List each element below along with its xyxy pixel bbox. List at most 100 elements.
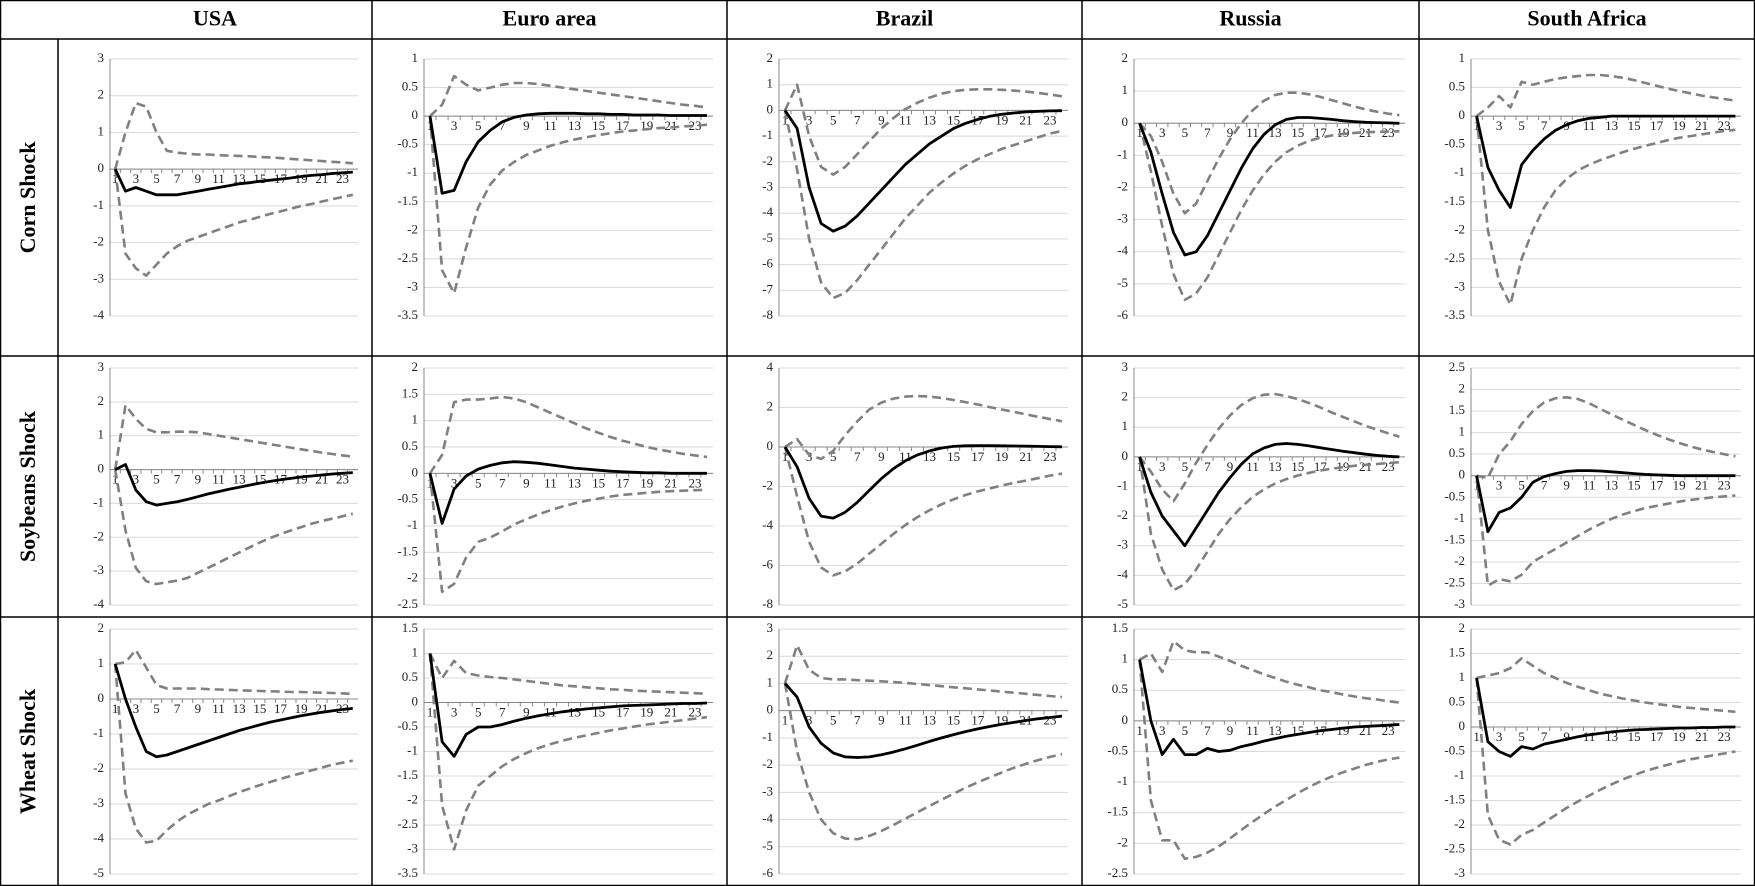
x-tick-label: 5	[153, 171, 160, 186]
x-tick-label: 19	[295, 701, 308, 716]
y-tick-label: -0.5	[397, 136, 418, 151]
y-tick-label: -4	[762, 811, 773, 826]
band-line	[783, 644, 1063, 699]
x-tick-label: 5	[153, 472, 160, 487]
band-line	[1476, 657, 1736, 714]
y-tick-label: 0	[412, 107, 419, 122]
x-tick-label: 7	[1541, 478, 1548, 493]
x-tick-label: 7	[854, 449, 861, 464]
x-tick-label: 5	[1518, 729, 1525, 744]
band-line	[113, 101, 353, 170]
y-tick-label: 1.5	[1449, 644, 1465, 659]
x-tick-label: 21	[1019, 449, 1032, 464]
y-tick-label: 1	[1122, 651, 1129, 666]
y-tick-label: -1.5	[1107, 804, 1128, 819]
band-line	[113, 403, 353, 470]
y-tick-label: -1	[762, 127, 773, 142]
x-tick-label: 19	[640, 475, 653, 490]
x-tick-label: 11	[1246, 125, 1259, 140]
row-header: Soybeans Shock	[15, 410, 40, 562]
band-line	[783, 110, 1063, 300]
x-tick-label: 9	[195, 701, 202, 716]
y-tick-label: -2	[1117, 178, 1128, 193]
band-line	[428, 395, 708, 475]
y-tick-label: 1.5	[402, 385, 418, 400]
x-tick-label: 21	[1695, 478, 1708, 493]
band-line	[783, 446, 1063, 577]
x-tick-label: 19	[1673, 478, 1686, 493]
band-line	[1138, 392, 1400, 503]
y-tick-label: 1	[412, 412, 419, 427]
x-tick-label: 11	[1583, 478, 1596, 493]
response-line	[1475, 114, 1736, 209]
x-tick-label: 11	[1583, 118, 1596, 133]
x-tick-label: 1	[1473, 478, 1480, 493]
y-tick-label: 0.5	[1449, 445, 1465, 460]
x-tick-label: 11	[899, 713, 912, 728]
y-tick-label: -0.5	[1444, 488, 1465, 503]
y-tick-label: 1	[767, 674, 774, 689]
y-tick-label: -2.5	[397, 816, 418, 831]
y-tick-label: 0	[767, 101, 774, 116]
response-line	[1138, 442, 1400, 548]
x-tick-label: 3	[1159, 723, 1166, 738]
x-tick-label: 23	[1382, 459, 1395, 474]
response-line	[1138, 116, 1400, 257]
x-tick-label: 23	[1043, 713, 1056, 728]
y-tick-label: -2.5	[1444, 840, 1465, 855]
y-tick-label: -4	[93, 830, 104, 845]
x-tick-label: 3	[806, 713, 813, 728]
x-tick-label: 5	[830, 112, 837, 127]
y-tick-label: -1.5	[1444, 531, 1465, 546]
x-tick-label: 7	[174, 171, 181, 186]
y-tick-label: 1	[98, 655, 105, 670]
y-tick-label: -6	[762, 865, 773, 880]
y-tick-label: -1	[93, 725, 104, 740]
band-line	[1138, 123, 1400, 302]
x-tick-label: 1	[1136, 125, 1143, 140]
x-tick-label: 11	[212, 171, 225, 186]
y-tick-label: -3	[1117, 211, 1128, 226]
y-tick-label: 0	[767, 438, 774, 453]
x-tick-label: 1	[1473, 118, 1480, 133]
x-tick-label: 17	[1314, 125, 1328, 140]
band-line	[1138, 456, 1400, 592]
y-tick-label: -3	[762, 178, 773, 193]
y-tick-label: -3	[1454, 596, 1465, 611]
x-tick-label: 21	[1359, 459, 1372, 474]
y-tick-label: 0	[98, 690, 105, 705]
x-tick-label: 1	[112, 472, 119, 487]
x-tick-label: 5	[830, 713, 837, 728]
x-tick-label: 19	[1336, 723, 1349, 738]
y-tick-label: -3.5	[397, 865, 418, 880]
x-tick-label: 9	[523, 118, 530, 133]
y-tick-label: 1	[412, 50, 419, 65]
x-tick-label: 1	[427, 704, 434, 719]
x-tick-label: 1	[782, 713, 789, 728]
x-tick-label: 15	[253, 701, 266, 716]
band-line	[1138, 91, 1400, 215]
y-tick-label: -2	[1454, 816, 1465, 831]
y-tick-label: 1	[98, 123, 105, 138]
x-tick-label: 11	[1246, 459, 1259, 474]
y-tick-label: -3	[1454, 865, 1465, 880]
y-tick-label: -1	[1117, 773, 1128, 788]
x-tick-label: 15	[947, 112, 960, 127]
x-tick-label: 21	[664, 118, 677, 133]
response-line	[783, 109, 1063, 233]
y-tick-label: 1	[767, 76, 774, 91]
x-tick-label: 13	[1269, 459, 1282, 474]
x-tick-label: 13	[1605, 478, 1618, 493]
x-tick-label: 5	[1518, 118, 1525, 133]
y-tick-label: -3.5	[397, 307, 418, 322]
x-tick-label: 13	[568, 118, 581, 133]
response-line	[428, 460, 707, 525]
y-tick-label: 2	[1122, 389, 1129, 404]
column-header: South Africa	[1527, 6, 1646, 31]
column-header: Russia	[1219, 6, 1281, 31]
y-tick-label: 0	[1459, 718, 1466, 733]
y-tick-label: -2	[93, 528, 104, 543]
band-line	[428, 652, 708, 695]
x-tick-label: 15	[947, 713, 960, 728]
x-tick-label: 23	[1718, 118, 1731, 133]
